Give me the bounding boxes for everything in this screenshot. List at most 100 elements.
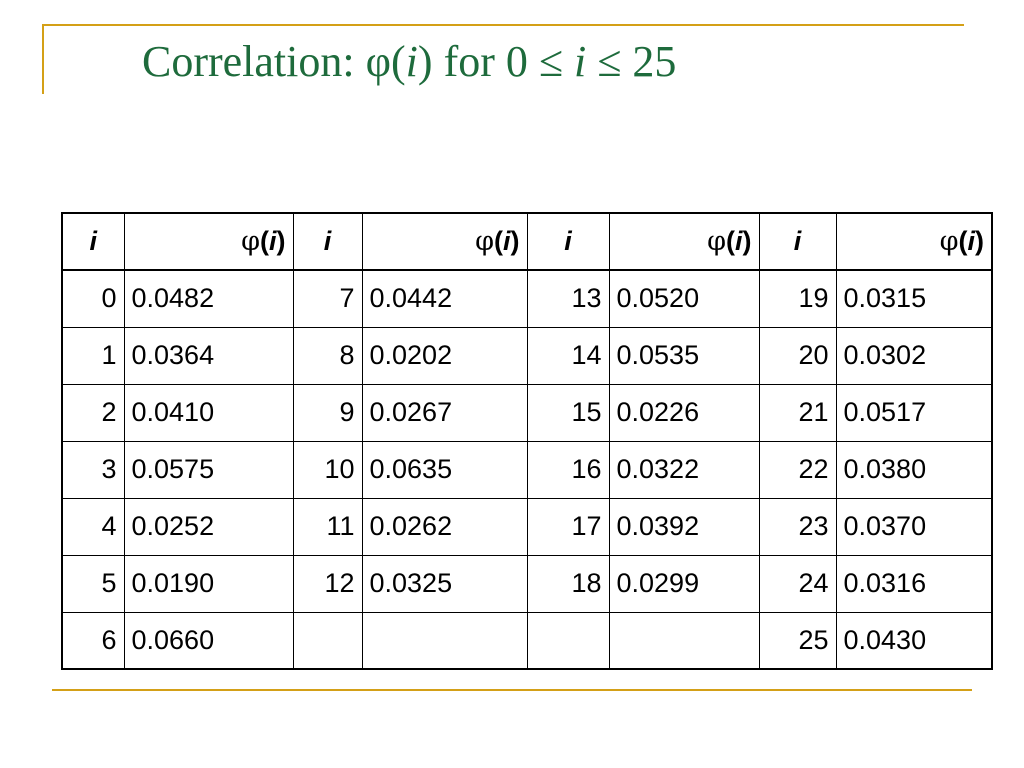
table-header-row: i φ(i) i φ(i) i φ(i) i φ(i): [61, 212, 993, 271]
index-cell: 6: [61, 611, 125, 670]
value-cell: 0.0380: [835, 440, 993, 499]
title-open-paren: (: [391, 37, 406, 86]
index-cell: 21: [758, 383, 837, 442]
index-cell: 11: [292, 497, 363, 556]
index-cell: [292, 611, 363, 670]
header-i: i: [61, 212, 125, 271]
index-cell: 15: [526, 383, 610, 442]
value-cell: 0.0267: [361, 383, 528, 442]
index-cell: 17: [526, 497, 610, 556]
frame-top-rule: [42, 24, 964, 26]
header-i: i: [292, 212, 363, 271]
value-cell: 0.0635: [361, 440, 528, 499]
title-prefix: Correlation:: [142, 37, 366, 86]
header-phi-open: (: [958, 226, 968, 256]
index-cell: 10: [292, 440, 363, 499]
header-phi-open: (: [725, 226, 735, 256]
index-cell: 4: [61, 497, 125, 556]
value-cell: 0.0535: [608, 326, 760, 385]
value-cell: 0.0226: [608, 383, 760, 442]
table-row: 2 0.0410 9 0.0267 15 0.0226 21 0.0517: [61, 383, 993, 442]
value-cell: 0.0252: [123, 497, 294, 556]
value-cell: 0.0482: [123, 269, 294, 328]
index-cell: 20: [758, 326, 837, 385]
frame-bottom-rule: [52, 689, 972, 691]
index-cell: 1: [61, 326, 125, 385]
title-suffix: ≤ 25: [586, 37, 677, 86]
header-phi-symbol: φ: [241, 226, 260, 257]
value-cell: 0.0660: [123, 611, 294, 670]
header-phi-close: ): [742, 226, 752, 256]
table-row: 6 0.0660 25 0.0430: [61, 611, 993, 670]
title-middle: for 0 ≤: [432, 37, 575, 86]
table-row: 4 0.0252 11 0.0262 17 0.0392 23 0.0370: [61, 497, 993, 556]
value-cell: 0.0575: [123, 440, 294, 499]
header-phi-symbol: φ: [939, 226, 959, 257]
header-phi-symbol: φ: [475, 226, 494, 257]
index-cell: 19: [758, 269, 837, 328]
header-phi-close: ): [276, 226, 286, 256]
header-phi-symbol: φ: [707, 226, 726, 257]
index-cell: 13: [526, 269, 610, 328]
value-cell: 0.0410: [123, 383, 294, 442]
table-row: 3 0.0575 10 0.0635 16 0.0322 22 0.0380: [61, 440, 993, 499]
header-phi: φ(i): [123, 212, 294, 271]
index-cell: 24: [758, 554, 837, 613]
table-row: 0 0.0482 7 0.0442 13 0.0520 19 0.0315: [61, 269, 993, 328]
header-phi: φ(i): [361, 212, 528, 271]
index-cell: 18: [526, 554, 610, 613]
header-phi-var: i: [502, 226, 511, 256]
header-i: i: [526, 212, 610, 271]
index-cell: 5: [61, 554, 125, 613]
header-phi: φ(i): [608, 212, 760, 271]
header-phi-var: i: [734, 226, 743, 256]
index-cell: 7: [292, 269, 363, 328]
value-cell: 0.0190: [123, 554, 294, 613]
value-cell: [608, 611, 760, 670]
slide-title: Correlation: φ(i) for 0 ≤ i ≤ 25: [142, 36, 676, 87]
header-phi-open: (: [493, 226, 503, 256]
value-cell: 0.0392: [608, 497, 760, 556]
index-cell: 14: [526, 326, 610, 385]
header-phi-close: ): [975, 226, 984, 256]
value-cell: 0.0370: [835, 497, 993, 556]
correlation-table: i φ(i) i φ(i) i φ(i) i φ(i) 0 0.0482 7 0…: [61, 212, 993, 670]
index-cell: 2: [61, 383, 125, 442]
title-var: i: [405, 37, 418, 86]
value-cell: 0.0322: [608, 440, 760, 499]
index-cell: 22: [758, 440, 837, 499]
title-var2: i: [574, 37, 587, 86]
index-cell: 16: [526, 440, 610, 499]
value-cell: 0.0325: [361, 554, 528, 613]
value-cell: 0.0262: [361, 497, 528, 556]
title-close-paren: ): [417, 37, 433, 86]
header-phi-var: i: [967, 226, 975, 256]
table-row: 1 0.0364 8 0.0202 14 0.0535 20 0.0302: [61, 326, 993, 385]
index-cell: [526, 611, 610, 670]
index-cell: 8: [292, 326, 363, 385]
value-cell: 0.0316: [835, 554, 993, 613]
index-cell: 12: [292, 554, 363, 613]
index-cell: 9: [292, 383, 363, 442]
title-phi: φ: [365, 37, 392, 86]
header-phi-var: i: [268, 226, 277, 256]
value-cell: 0.0517: [835, 383, 993, 442]
header-phi-close: ): [510, 226, 520, 256]
value-cell: 0.0302: [835, 326, 993, 385]
header-i: i: [758, 212, 837, 271]
value-cell: 0.0299: [608, 554, 760, 613]
value-cell: 0.0520: [608, 269, 760, 328]
frame-left-rule: [42, 24, 44, 94]
table-row: 5 0.0190 12 0.0325 18 0.0299 24 0.0316: [61, 554, 993, 613]
value-cell: 0.0430: [835, 611, 993, 670]
value-cell: 0.0202: [361, 326, 528, 385]
header-phi: φ(i): [835, 212, 993, 271]
value-cell: [361, 611, 528, 670]
index-cell: 0: [61, 269, 125, 328]
header-phi-open: (: [259, 226, 269, 256]
index-cell: 3: [61, 440, 125, 499]
value-cell: 0.0315: [835, 269, 993, 328]
index-cell: 25: [758, 611, 837, 670]
value-cell: 0.0364: [123, 326, 294, 385]
index-cell: 23: [758, 497, 837, 556]
